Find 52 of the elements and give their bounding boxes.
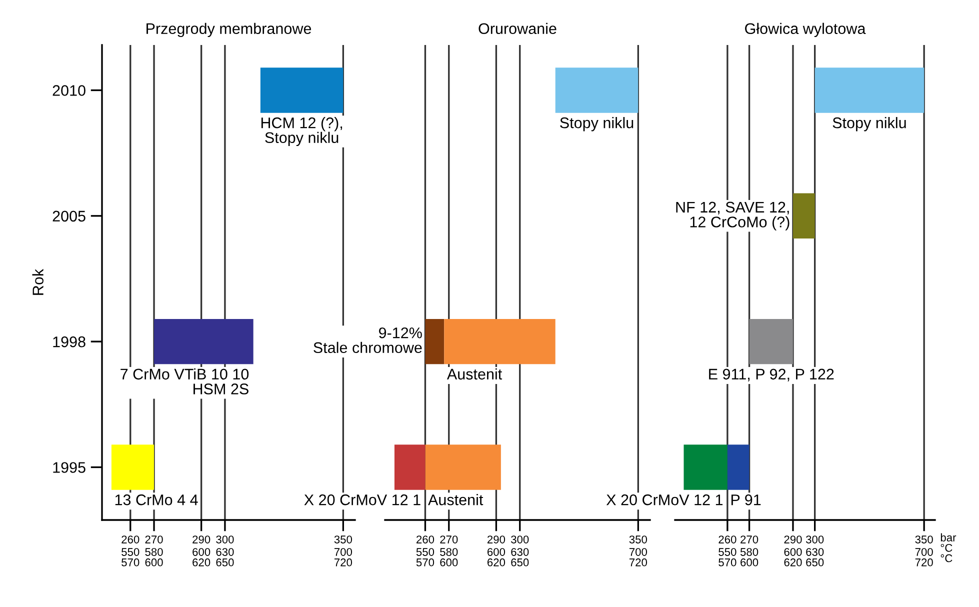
- series-label: 7 CrMo VTiB 10 10 HSM 2S: [120, 368, 249, 394]
- text: 580 600: [145, 548, 163, 566]
- x-axis-title: bar °C °C: [940, 533, 956, 562]
- text: 630 650: [511, 548, 529, 566]
- series-label: Austenit: [428, 494, 484, 506]
- series-label: 9-12% Stale chromowe: [314, 327, 422, 354]
- series-label: 13 CrMo 4 4: [115, 494, 198, 506]
- y-tick-label: 1998: [53, 336, 86, 348]
- x-tick-label: 260: [416, 536, 434, 544]
- text: 630 650: [216, 548, 234, 566]
- chart-title: Orurowanie: [478, 22, 556, 34]
- series-label: Stopy niklu: [560, 117, 634, 132]
- x-tick-label: 290: [192, 536, 210, 544]
- x-tick-label: 350: [334, 536, 352, 544]
- series-label: E 911, P 92, P 122: [709, 368, 834, 382]
- y-tick-label: 1995: [53, 462, 86, 473]
- x-tick-label: 300: [216, 536, 234, 544]
- series-label: NF 12, SAVE 12, 12 CrCoMo (?): [676, 202, 790, 230]
- series-label: HCM 12 (?), Stopy niklu: [261, 117, 342, 146]
- text: 700 720: [629, 548, 648, 566]
- x-tick-label: 300: [511, 536, 529, 544]
- series-label: X 20 CrMoV 12 1: [606, 494, 723, 506]
- x-tick-label: 350: [915, 536, 933, 544]
- text: 580 600: [740, 548, 758, 566]
- text: 600 620: [488, 548, 506, 566]
- x-tick-label: 270: [145, 536, 163, 544]
- text: 700 720: [915, 548, 933, 566]
- text: 700 720: [334, 548, 352, 566]
- x-tick-label: 260: [718, 536, 736, 544]
- x-tick-label: 300: [806, 536, 824, 544]
- text: 550 570: [718, 548, 736, 566]
- series-label: P 91: [731, 494, 761, 506]
- text: 600 620: [784, 548, 802, 566]
- x-tick-label: 290: [784, 536, 802, 544]
- y-tick-label: 2005: [52, 210, 86, 222]
- y-tick-label: 2010: [52, 85, 86, 96]
- x-tick-label: 260: [122, 536, 140, 544]
- x-tick-label: 290: [487, 536, 506, 544]
- x-tick-label: 270: [440, 536, 458, 544]
- text: 580 600: [440, 548, 458, 566]
- series-label: Stopy niklu: [832, 117, 906, 132]
- y-axis-title: Rok: [32, 268, 44, 295]
- series-label: X 20 CrMoV 12 1: [304, 494, 420, 506]
- x-tick-label: 350: [629, 536, 648, 544]
- text: 550 570: [416, 548, 434, 566]
- chart-title: Przegrody membranowe: [146, 22, 312, 38]
- series-label: Austenit: [446, 368, 502, 380]
- text: 600 620: [192, 548, 210, 566]
- x-tick-label: 270: [740, 536, 758, 544]
- text: 630 650: [806, 548, 824, 566]
- text: 550 570: [122, 548, 140, 566]
- chart-title: Głowica wylotowa: [745, 22, 866, 38]
